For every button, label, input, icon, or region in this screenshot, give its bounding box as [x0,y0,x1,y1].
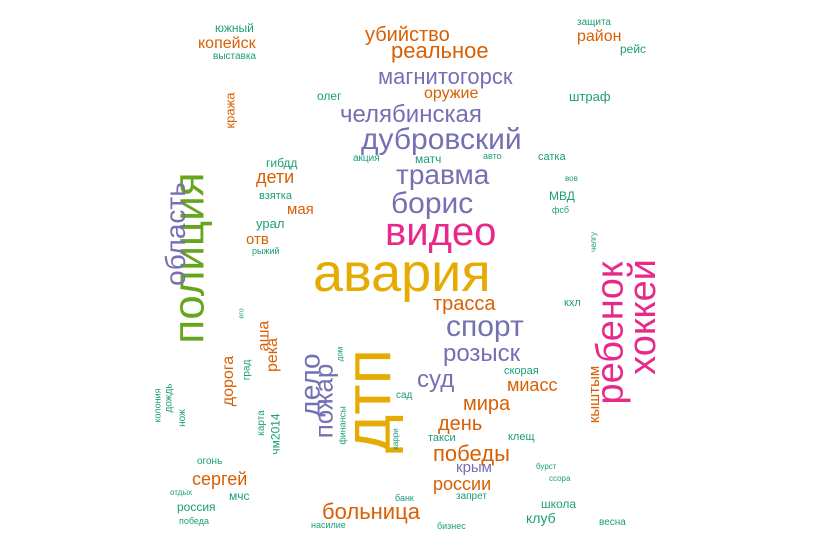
word-doroga: дорога [220,355,238,407]
word-dozhd: дождь [163,383,175,413]
word-sport: спорт [446,310,524,343]
word-nasilie: насилие [311,520,346,530]
word-skoraya: скорая [504,365,539,377]
word-ssora: ссора [549,474,571,483]
word-avto: авто [483,151,502,161]
word-karta: карта [255,410,267,436]
word-fsb: фсб [552,205,570,215]
word-pobedy: победы [433,441,510,466]
word-match: матч [415,152,442,166]
word-rozysk: розыск [443,340,521,367]
word-koloniya: колония [152,388,163,423]
word-rossii: россии [433,474,492,494]
word-yuzhny: южный [215,21,254,35]
word-sergey: сергей [192,469,248,489]
word-vzyatka: взятка [259,190,292,202]
word-shkola: школа [541,497,577,511]
word-taksi: такси [428,432,456,444]
word-oblast: область [159,182,191,286]
word-klub: клуб [526,510,556,526]
word-chm2014: чм2014 [268,413,283,455]
word-travma: травма [396,159,490,190]
word-bolnica: больница [322,499,420,524]
word-vesna: весна [599,517,626,528]
word-sad: сад [396,390,413,401]
word-oruzhie: оружие [424,85,479,102]
word-zapret: запрет [456,491,487,502]
word-krym: крым [456,459,492,476]
word-rossiya: россия [177,500,216,514]
word-pozhar: пожар [308,363,339,439]
word-sud: суд [417,366,455,393]
word-chelyabinskaya: челябинская [340,101,482,128]
word-kleshch: клещ [508,431,535,443]
word-pobeda: победа [179,516,209,526]
word-maya: мая [287,201,314,218]
word-reys: рейс [620,42,647,56]
word-deti: дети [256,167,295,187]
word-oleg: олег [317,89,342,103]
word-krazha: кража [222,92,238,129]
word-den: день [438,413,483,435]
word-bank: банк [395,493,414,503]
word-nozh: нож [176,409,188,427]
word-ego: его [238,308,246,319]
word-karri: карри [390,428,400,450]
word-dom: дом [335,346,345,362]
word-kopeysk: копейск [198,35,256,52]
word-grad: град [241,359,253,381]
word-trassa: трасса [433,293,496,315]
word-otv: отв [246,231,269,248]
word-ryzhiy: рыжий [252,246,280,256]
word-boris: борис [391,187,474,220]
word-reka: река [264,337,282,373]
word-khl: кхл [564,297,581,309]
word-vystavka: выставка [213,51,256,62]
word-ubiystvo: убийство [365,24,450,46]
word-kyshtym: кыштым [586,365,604,424]
word-dubrovskiy: дубровский [361,123,522,156]
word-finansy: финансы [337,406,348,445]
word-chelgu: челгу [588,232,598,252]
word-avariya: авария [313,243,491,303]
word-satka: сатка [538,151,566,163]
word-hokkey: хоккей [621,259,664,375]
word-mchs: мчс [229,489,250,503]
word-ural: урал [256,216,285,231]
word-zashchita: защита [577,17,611,28]
word-rayon: район [577,28,622,45]
word-akciya: акция [353,153,380,164]
word-biznes: бизнес [437,521,466,531]
word-miass: миасс [507,375,558,395]
word-otdykh: отдых [170,488,193,497]
word-mira: мира [463,393,511,415]
word-ogon: огонь [197,456,223,467]
word-video: видео [385,210,497,254]
word-burst: бурст [536,462,557,471]
word-realnoe: реальное [391,38,489,63]
word-vov: вов [565,174,578,183]
word-gibdd: гибдд [266,156,298,170]
word-magnitogorsk: магнитогорск [378,64,513,89]
word-mvd: МВД [549,189,575,203]
word-shtraf: штраф [569,89,611,104]
